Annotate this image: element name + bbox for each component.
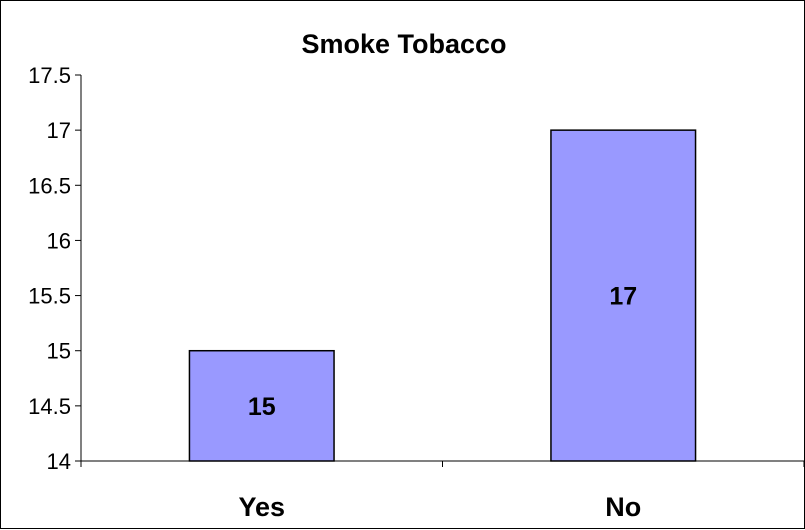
bar-yes — [188, 349, 335, 462]
chart-title: Smoke Tobacco — [301, 29, 506, 59]
y-tick-label: 17.5 — [28, 63, 71, 88]
bar-no — [550, 129, 697, 462]
x-axis: Yes No — [80, 460, 805, 522]
y-tick-label: 17 — [47, 118, 71, 143]
y-tick-label: 16.5 — [28, 173, 71, 198]
x-tick-label: Yes — [238, 492, 285, 522]
x-tick-label: No — [605, 492, 641, 522]
y-tick-label: 15.5 — [28, 284, 71, 309]
y-tick-label: 16 — [47, 228, 71, 253]
bar-value-label: 17 — [609, 283, 637, 311]
y-tick-label: 15 — [47, 339, 71, 364]
y-tick-label: 14 — [47, 449, 71, 474]
bars — [188, 129, 697, 462]
y-tick-label: 14.5 — [28, 394, 71, 419]
bar-value-label: 15 — [248, 393, 276, 421]
y-axis: 14 14.5 15 15.5 16 16.5 17 17.5 — [28, 63, 82, 474]
